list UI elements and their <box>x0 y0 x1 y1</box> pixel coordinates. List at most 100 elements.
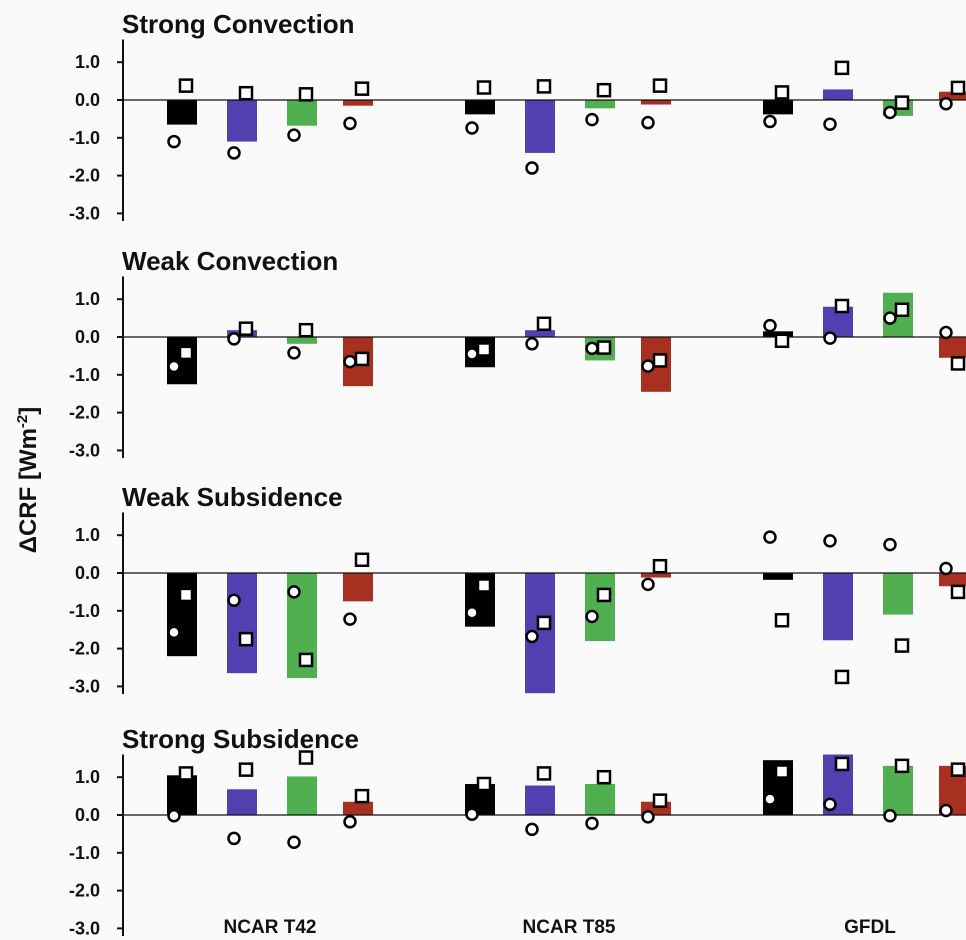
panel-title: Weak Subsidence <box>122 482 343 512</box>
circle-marker <box>343 815 357 829</box>
bar <box>585 573 615 642</box>
y-tick-label: 0.0 <box>75 327 100 347</box>
square-marker <box>298 322 314 338</box>
y-tick-label: -3.0 <box>69 676 100 696</box>
bar <box>167 775 197 815</box>
circle-marker <box>641 359 655 373</box>
square-marker <box>476 776 492 792</box>
svg-text:ΔCRF [Wm-2]: ΔCRF [Wm-2] <box>14 407 42 554</box>
square-marker <box>536 615 552 631</box>
bar <box>823 573 853 641</box>
circle-marker <box>227 332 241 346</box>
bar <box>287 100 317 126</box>
square-marker <box>238 762 254 777</box>
bar <box>823 89 853 100</box>
square-marker <box>774 764 790 779</box>
circle-marker <box>763 530 777 544</box>
circle-marker <box>343 612 357 626</box>
circle-marker <box>883 809 897 823</box>
square-marker <box>950 356 966 371</box>
square-marker <box>652 558 668 574</box>
ylabel-main: ΔCRF [Wm <box>15 428 42 553</box>
square-marker <box>950 80 966 96</box>
circle-marker <box>287 128 301 142</box>
square-marker <box>596 587 612 603</box>
y-tick-label: -2.0 <box>69 166 100 186</box>
bar <box>939 91 966 100</box>
circle-marker <box>167 134 181 149</box>
circle-marker <box>763 792 777 806</box>
circle-marker <box>167 625 181 640</box>
bar <box>883 765 913 815</box>
bar <box>343 573 373 602</box>
circle-marker <box>763 318 777 333</box>
square-marker <box>178 78 194 93</box>
circle-marker <box>167 809 181 823</box>
circle-marker <box>883 537 897 552</box>
panel-title: Strong Convection <box>122 9 355 39</box>
bar <box>525 785 555 815</box>
y-tick-label: -2.0 <box>69 639 100 659</box>
bar <box>585 100 615 109</box>
y-tick-label: -3.0 <box>69 440 100 460</box>
ylabel-superscript: -2 <box>14 415 31 428</box>
square-marker <box>596 769 612 785</box>
y-tick-label: -3.0 <box>69 918 100 938</box>
square-marker <box>178 587 194 603</box>
square-marker <box>774 333 790 349</box>
square-marker <box>834 669 850 685</box>
square-marker <box>536 79 552 94</box>
circle-marker <box>227 146 241 160</box>
circle-marker <box>465 807 479 821</box>
bar <box>343 801 373 815</box>
panel-title: Weak Convection <box>122 246 338 276</box>
square-marker <box>178 766 194 781</box>
y-tick-label: 1.0 <box>75 52 100 72</box>
y-axis-title: ΔCRF [Wm-2] <box>14 407 42 554</box>
circle-marker <box>939 561 953 576</box>
square-marker <box>354 351 370 367</box>
circle-marker <box>763 114 777 129</box>
square-marker <box>834 60 850 76</box>
circle-marker <box>585 816 599 831</box>
square-marker <box>652 78 668 93</box>
square-marker <box>652 353 668 368</box>
panel-title: Strong Subsidence <box>122 724 359 754</box>
bar <box>287 776 317 815</box>
circle-marker <box>585 609 599 624</box>
square-marker <box>536 316 552 332</box>
bar <box>641 100 671 105</box>
square-marker <box>178 345 194 361</box>
circle-marker <box>823 331 837 345</box>
square-marker <box>950 762 966 777</box>
y-tick-label: 0.0 <box>75 563 100 583</box>
bar <box>167 573 197 657</box>
y-tick-label: 0.0 <box>75 805 100 825</box>
circle-marker <box>525 337 539 351</box>
square-marker <box>950 584 966 600</box>
square-marker <box>894 302 910 318</box>
circle-marker <box>525 629 539 644</box>
circle-marker <box>465 347 479 361</box>
y-tick-label: -1.0 <box>69 128 100 148</box>
circle-marker <box>823 117 837 131</box>
bar <box>343 100 373 106</box>
square-marker <box>596 82 612 98</box>
circle-marker <box>939 97 953 111</box>
square-marker <box>774 613 790 628</box>
bar <box>287 337 317 344</box>
square-marker <box>298 87 314 102</box>
circle-marker <box>883 105 897 120</box>
square-marker <box>894 758 910 774</box>
ylabel-close: ] <box>15 407 42 415</box>
square-marker <box>238 321 254 336</box>
y-tick-label: -2.0 <box>69 403 100 423</box>
y-tick-label: 0.0 <box>75 90 100 110</box>
square-marker <box>476 578 492 593</box>
circle-marker <box>343 354 357 369</box>
y-tick-label: -3.0 <box>69 203 100 223</box>
square-marker <box>354 81 370 96</box>
y-tick-label: -1.0 <box>69 601 100 621</box>
